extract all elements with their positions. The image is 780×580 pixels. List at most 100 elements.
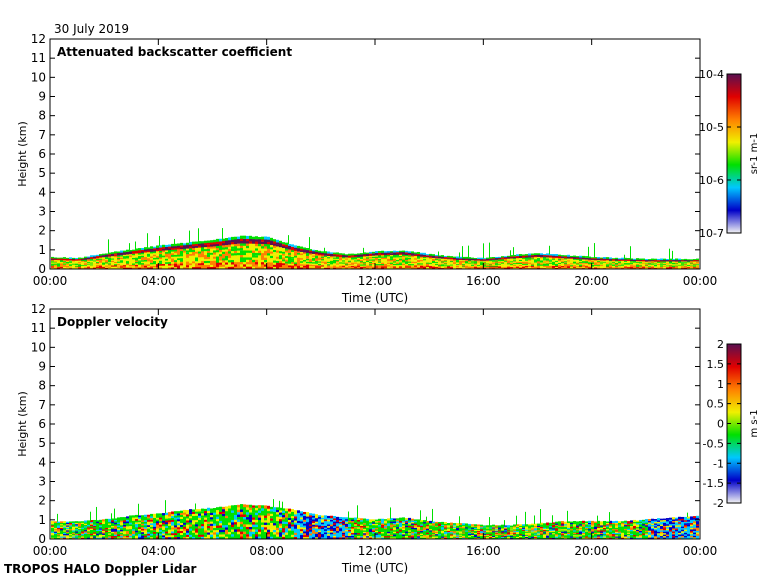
data-cell <box>459 258 462 261</box>
data-cell <box>351 261 354 263</box>
data-cell <box>201 262 204 266</box>
data-cell <box>534 267 537 269</box>
data-cell <box>678 262 681 264</box>
data-cell <box>309 250 312 253</box>
data-cell <box>132 535 135 538</box>
data-cell <box>207 242 210 245</box>
data-cell <box>270 509 273 512</box>
data-cell <box>198 511 201 514</box>
data-cell <box>258 528 261 532</box>
data-cell <box>51 256 54 259</box>
data-cell <box>192 249 195 252</box>
data-cell <box>234 531 237 535</box>
data-cell <box>666 259 669 261</box>
data-cell <box>201 266 204 269</box>
data-cell <box>585 265 588 267</box>
data-cell <box>357 517 360 521</box>
data-cell <box>516 262 519 264</box>
data-cell <box>288 519 291 523</box>
data-cell <box>396 530 399 534</box>
data-cell <box>342 532 345 535</box>
data-cell <box>366 530 369 532</box>
data-cell <box>300 251 303 254</box>
data-cell <box>432 261 435 263</box>
data-cell <box>150 522 153 526</box>
data-cell <box>120 527 123 530</box>
data-cell <box>288 534 291 537</box>
data-cell <box>324 515 327 518</box>
data-cell <box>360 519 363 522</box>
data-cell <box>135 248 138 251</box>
data-cell <box>264 248 267 251</box>
data-cell <box>462 262 465 265</box>
data-cell <box>402 262 405 266</box>
data-cell <box>180 530 183 534</box>
data-cell <box>321 527 324 530</box>
data-cell <box>369 519 372 521</box>
data-cell <box>147 536 150 539</box>
data-cell <box>441 535 444 538</box>
data-cell <box>456 257 459 260</box>
data-cell <box>165 263 168 266</box>
data-cell <box>612 264 615 266</box>
data-cell <box>228 242 231 245</box>
data-cell <box>93 526 96 529</box>
data-cell <box>78 529 81 532</box>
data-cell <box>360 255 363 257</box>
data-cell <box>132 261 135 264</box>
data-cell <box>126 264 129 267</box>
data-cell <box>681 259 684 261</box>
data-cell <box>489 259 492 261</box>
data-cell <box>246 250 249 253</box>
data-cell <box>528 261 531 264</box>
data-cell <box>108 265 111 267</box>
data-cell <box>303 517 306 520</box>
data-cell <box>207 264 210 267</box>
data-cell <box>441 527 444 530</box>
data-cell <box>165 260 168 263</box>
data-cell <box>399 255 402 258</box>
data-cell <box>279 248 282 252</box>
data-cell <box>420 534 423 537</box>
data-cell <box>417 522 420 525</box>
data-cell <box>192 247 195 251</box>
data-cell <box>249 528 252 532</box>
data-cell <box>336 260 339 262</box>
data-cell <box>591 267 594 269</box>
data-cell <box>120 253 123 256</box>
data-cell <box>513 256 516 258</box>
data-cell <box>354 535 357 538</box>
data-cell <box>276 250 279 253</box>
data-cell <box>447 262 450 264</box>
data-cell <box>126 529 129 532</box>
data-cell <box>420 262 423 265</box>
data-cell <box>249 512 252 515</box>
data-cell <box>420 528 423 530</box>
data-cell <box>267 515 270 519</box>
data-cell <box>150 517 153 520</box>
data-cell <box>54 524 57 527</box>
data-cell <box>117 530 120 534</box>
data-cell <box>291 254 294 258</box>
data-cell <box>162 244 165 248</box>
data-cell <box>168 532 171 536</box>
data-cell <box>471 264 474 266</box>
data-cell <box>378 265 381 268</box>
data-cell <box>690 262 693 264</box>
data-cell <box>399 260 402 263</box>
data-cell <box>57 522 60 525</box>
data-cell <box>585 259 588 262</box>
data-cell <box>126 527 129 530</box>
data-cell <box>267 248 270 251</box>
data-cell <box>570 260 573 262</box>
data-cell <box>108 254 111 257</box>
data-cell <box>438 522 441 525</box>
data-cell <box>255 239 258 242</box>
data-cell <box>114 523 117 526</box>
data-cell <box>390 533 393 535</box>
data-cell <box>156 515 159 518</box>
data-cell <box>570 266 573 269</box>
data-cell <box>525 256 528 259</box>
data-cell <box>309 536 312 539</box>
data-cell <box>204 508 207 512</box>
